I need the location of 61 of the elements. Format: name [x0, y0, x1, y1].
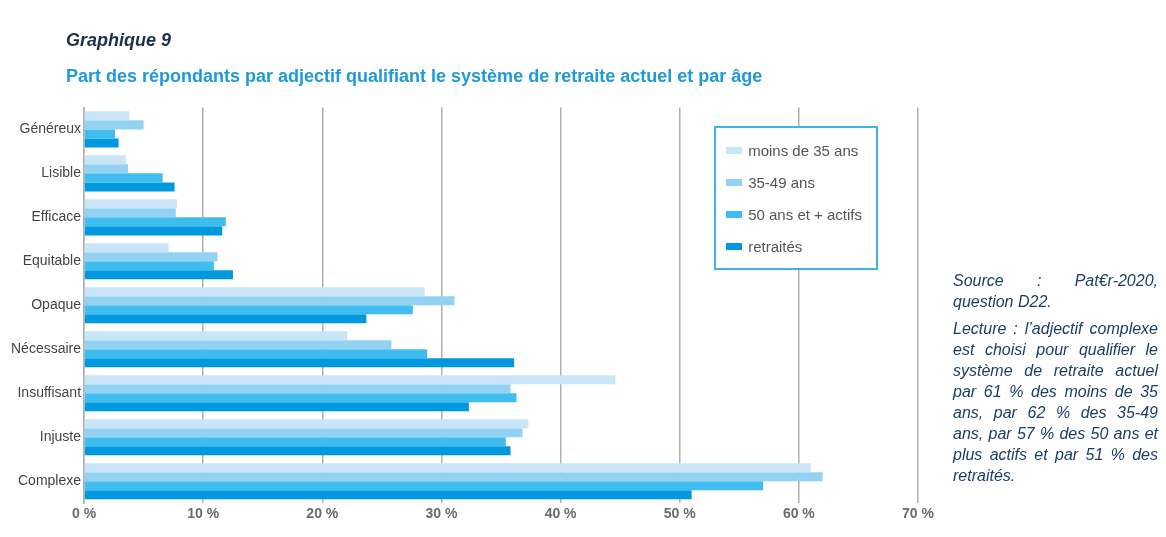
y-tick-label: Insuffisant: [17, 384, 82, 401]
y-tick-label: Nécessaire: [11, 340, 82, 357]
x-tick-label: 0 %: [71, 505, 97, 522]
bar: [84, 481, 764, 491]
y-tick-label: Equitable: [22, 252, 82, 269]
bar: [84, 384, 511, 394]
x-tick-label: 30 %: [425, 505, 458, 522]
y-tick-label: Efficace: [31, 208, 82, 225]
x-tick-label: 50 %: [663, 505, 697, 522]
legend-label: retraités: [748, 237, 803, 255]
y-tick-label: Injuste: [39, 428, 82, 445]
legend-label: 50 ans et + actifs: [748, 205, 862, 223]
bar: [84, 155, 126, 165]
bar: [84, 349, 428, 359]
bar: [84, 393, 517, 403]
bar: [84, 402, 469, 412]
legend-label: 35-49 ans: [748, 173, 815, 191]
x-tick-label: 20 %: [306, 505, 339, 522]
bar: [84, 199, 177, 209]
bar: [84, 296, 455, 306]
y-tick-label: Lisible: [41, 164, 82, 181]
bar: [84, 472, 823, 482]
bar: [84, 490, 692, 500]
bar: [84, 173, 163, 183]
chart-subtitle: Part des répondants par adjectif qualifiant le système de retraite actuel et par âge: [66, 66, 763, 87]
bar: [84, 208, 176, 218]
bar: [84, 358, 515, 368]
bar: [84, 331, 348, 341]
bar: [84, 182, 175, 192]
bar: [84, 428, 523, 438]
x-tick-label: 60 %: [782, 505, 816, 522]
bar: [84, 305, 413, 315]
bar: [84, 437, 506, 447]
y-tick-label: Généreux: [19, 120, 82, 137]
x-tick-label: 70 %: [902, 505, 935, 522]
bar: [84, 164, 129, 174]
bar: [84, 287, 425, 297]
bar: [84, 243, 169, 253]
y-tick-label: Opaque: [31, 296, 82, 313]
bar: [84, 217, 226, 227]
bar: [84, 252, 218, 262]
chart-title: Graphique 9: [66, 30, 172, 51]
bar: [84, 419, 529, 429]
bar: [84, 120, 144, 130]
bar: [84, 375, 616, 385]
bar: [84, 261, 214, 271]
bar: [84, 138, 119, 148]
y-tick-label: Complexe: [18, 472, 82, 489]
bar: [84, 446, 511, 456]
text: Lecture : l’adjectif complexe est choisi pour qualifier le système de retraite actuel par 61 % des moins de 35 ans, par 62 % des 35-49 ans, par 57 % des 50 ans et plus actifs et par 51 % des retraités.: [953, 319, 1158, 486]
bar: [84, 129, 115, 139]
bar: [84, 314, 367, 324]
x-tick-label: 10 %: [187, 505, 220, 522]
bar: [84, 340, 392, 350]
bar: [84, 226, 223, 236]
x-tick-label: 40 %: [544, 505, 578, 522]
bar: [84, 463, 811, 473]
legend-label: moins de 35 ans: [748, 141, 859, 159]
bar: [84, 111, 130, 121]
bar: [84, 270, 233, 280]
source-note: Source : Pat€r-2020, question D22.: [953, 271, 1158, 312]
